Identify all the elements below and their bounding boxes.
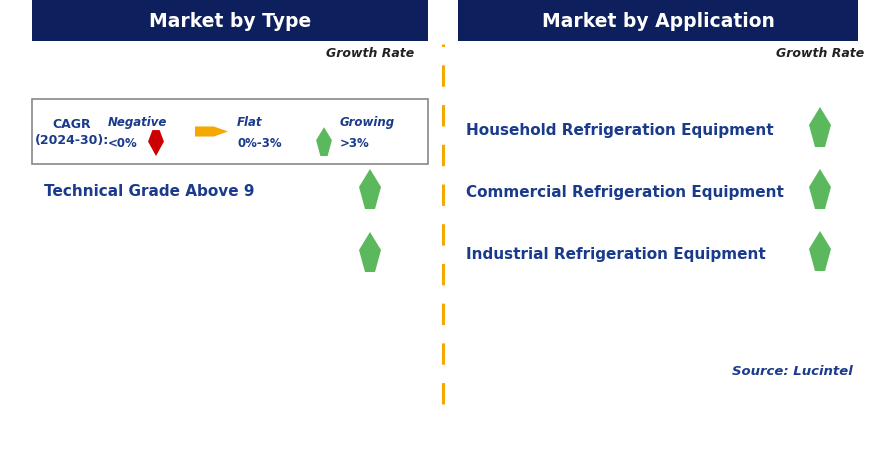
Polygon shape xyxy=(316,128,332,157)
Polygon shape xyxy=(809,170,831,210)
Polygon shape xyxy=(359,233,381,272)
Text: Commercial Refrigeration Equipment: Commercial Refrigeration Equipment xyxy=(466,184,784,199)
Text: Negative: Negative xyxy=(108,116,167,129)
Text: Market by Type: Market by Type xyxy=(149,11,312,30)
Text: <0%: <0% xyxy=(108,137,138,150)
Text: Market by Application: Market by Application xyxy=(542,11,774,30)
Text: 0%-3%: 0%-3% xyxy=(237,137,281,150)
FancyBboxPatch shape xyxy=(32,0,428,42)
Text: CAGR: CAGR xyxy=(53,118,91,131)
Text: >3%: >3% xyxy=(340,137,370,150)
Text: Industrial Refrigeration Equipment: Industrial Refrigeration Equipment xyxy=(466,246,766,261)
FancyBboxPatch shape xyxy=(32,100,428,165)
Text: Growth Rate: Growth Rate xyxy=(326,47,414,60)
Text: Growing: Growing xyxy=(340,116,395,129)
Text: Source: Lucintel: Source: Lucintel xyxy=(732,365,853,378)
Polygon shape xyxy=(148,131,164,157)
Text: Household Refrigeration Equipment: Household Refrigeration Equipment xyxy=(466,122,773,137)
Polygon shape xyxy=(359,108,381,148)
Polygon shape xyxy=(809,231,831,271)
Polygon shape xyxy=(809,108,831,148)
Text: Technical Grade 99.5 %: Technical Grade 99.5 % xyxy=(44,122,243,137)
Text: Technical Grade Above 9: Technical Grade Above 9 xyxy=(44,184,255,199)
Text: Growth Rate: Growth Rate xyxy=(776,47,864,60)
Text: Flat: Flat xyxy=(237,116,263,129)
Polygon shape xyxy=(195,127,228,137)
FancyBboxPatch shape xyxy=(458,0,858,42)
Polygon shape xyxy=(359,170,381,210)
Text: (2024-30):: (2024-30): xyxy=(35,134,109,147)
